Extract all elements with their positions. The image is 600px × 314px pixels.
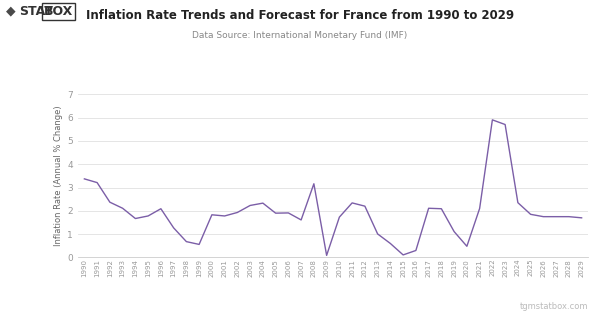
Text: ◆: ◆ bbox=[6, 5, 16, 18]
Text: Inflation Rate Trends and Forecast for France from 1990 to 2029: Inflation Rate Trends and Forecast for F… bbox=[86, 9, 514, 22]
Text: BOX: BOX bbox=[44, 5, 73, 18]
Text: Data Source: International Monetary Fund (IMF): Data Source: International Monetary Fund… bbox=[193, 31, 407, 41]
Text: tgmstatbox.com: tgmstatbox.com bbox=[520, 302, 588, 311]
Text: STAT: STAT bbox=[19, 5, 53, 18]
Y-axis label: Inflation Rate (Annual % Change): Inflation Rate (Annual % Change) bbox=[54, 106, 63, 246]
